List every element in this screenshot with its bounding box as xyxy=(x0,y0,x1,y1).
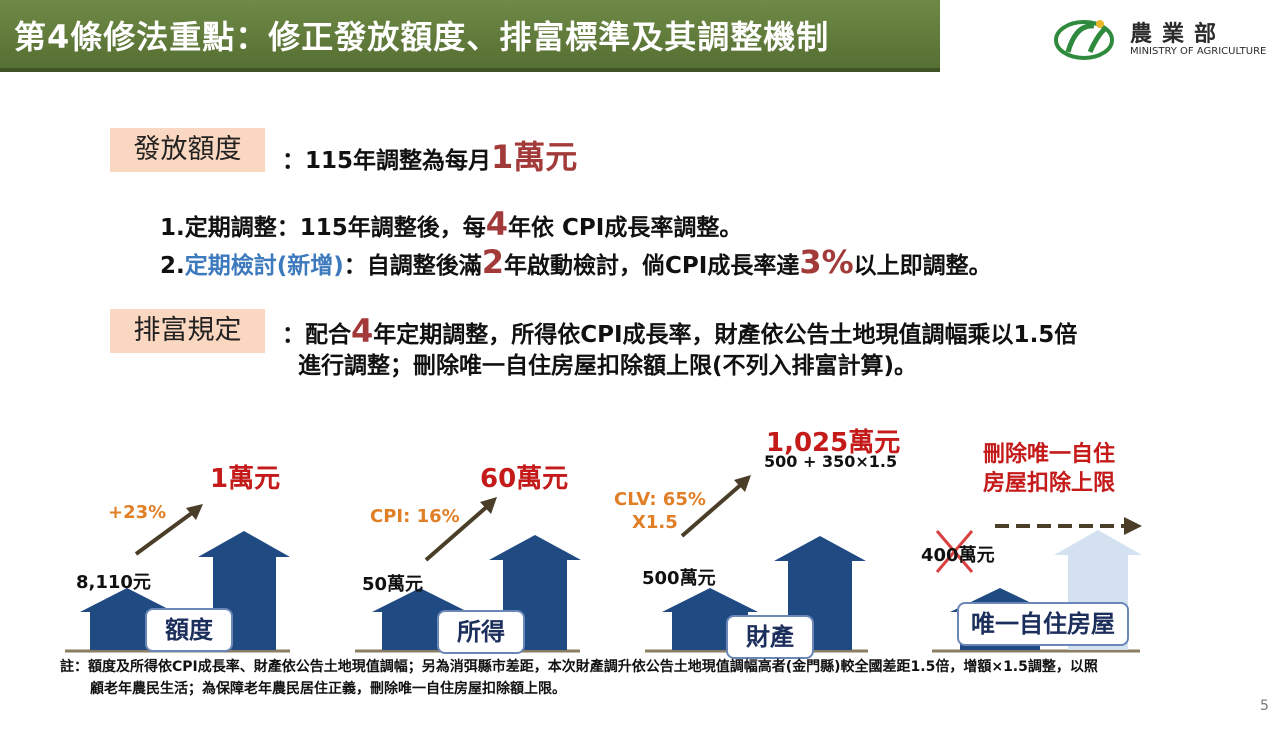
item-periodic-review: 2.定期檢討(新增)：自調整後滿2年啟動檢討，倘CPI成長率達3%以上即調整。 xyxy=(160,243,992,281)
result-value-label: 1萬元 xyxy=(210,464,281,494)
item-text: ：115年調整後，每 xyxy=(276,215,486,241)
item-label-new: 定期檢討(新增) xyxy=(184,253,344,279)
amount-tag: 發放額度 xyxy=(110,128,265,172)
item-text: 以上即調整。 xyxy=(853,253,992,279)
item-text: 年啟動檢討，倘CPI成長率達 xyxy=(504,253,800,279)
item-highlight: 3% xyxy=(799,243,854,281)
wealth-tag: 排富規定 xyxy=(110,309,265,353)
item-text: 年依 CPI成長率調整。 xyxy=(508,215,743,241)
delete-cross-icon xyxy=(935,530,974,573)
result-note-line1: 刪除唯一自住 xyxy=(983,442,1116,467)
ministry-logo: 農業部 MINISTRY OF AGRICULTURE xyxy=(1054,14,1269,64)
rate-label: +23% xyxy=(108,502,167,523)
multiplier-label: X1.5 xyxy=(632,512,678,533)
page-number: 5 xyxy=(1260,698,1269,714)
item-periodic-adjustment: 1.定期調整：115年調整後，每4年依 CPI成長率調整。 xyxy=(160,205,742,243)
base-value-label-struck: 400萬元 xyxy=(921,545,995,566)
dashed-arrow-icon xyxy=(1124,517,1142,535)
amount-statement: ：115年調整為每月1萬元 xyxy=(282,132,577,178)
caption-residence: 唯一自住房屋 xyxy=(957,602,1129,646)
growth-arrow-icon xyxy=(480,497,497,514)
ministry-name-cn: 農業部 xyxy=(1130,22,1227,47)
result-value-label: 1,025萬元 xyxy=(766,428,901,458)
item-number: 2. xyxy=(160,253,185,279)
amount-highlight: 1萬元 xyxy=(491,138,578,176)
footnote: 註：額度及所得依CPI成長率、財產依公告土地現值調幅；另為消弭縣市差距，本次財產… xyxy=(60,656,1260,700)
page-title: 第4條修法重點：修正發放額度、排富標準及其調整機制 xyxy=(14,18,830,56)
caption-income: 所得 xyxy=(437,610,525,654)
growth-arrow-icon xyxy=(734,475,751,492)
rate-label: CLV: 65% xyxy=(614,489,706,510)
base-value-label: 8,110元 xyxy=(76,572,151,593)
base-value-label: 50萬元 xyxy=(362,574,424,595)
amount-text: ：115年調整為每月 xyxy=(282,148,492,174)
wealth-statement-line2: 進行調整；刪除唯一自住房屋扣除額上限(不列入排富計算)。 xyxy=(298,353,918,379)
wealth-text: 年定期調整，所得依CPI成長率，財產依公告土地現值調幅乘以1.5倍 xyxy=(373,322,1078,348)
rate-label: CPI: 16% xyxy=(370,506,460,527)
wealth-statement: ：配合4年定期調整，所得依CPI成長率，財產依公告土地現值調幅乘以1.5倍 xyxy=(282,312,1077,350)
title-bar xyxy=(0,0,940,68)
footnote-line1: 註：額度及所得依CPI成長率、財產依公告土地現值調幅；另為消弭縣市差距，本次財產… xyxy=(60,659,1098,675)
item-label: 定期調整 xyxy=(184,215,277,241)
item-text: ：自調整後滿 xyxy=(343,253,482,279)
item-highlight: 4 xyxy=(485,205,509,243)
ministry-name-en: MINISTRY OF AGRICULTURE xyxy=(1130,46,1267,57)
ministry-of-agriculture-emblem-icon xyxy=(1054,20,1114,60)
result-value-label: 60萬元 xyxy=(480,464,569,494)
item-highlight: 2 xyxy=(481,243,505,281)
base-value-label: 500萬元 xyxy=(642,568,716,589)
wealth-highlight: 4 xyxy=(351,312,374,350)
wealth-text: ：配合 xyxy=(282,322,351,348)
caption-amount: 額度 xyxy=(145,608,233,652)
formula-label: 500 + 350×1.5 xyxy=(764,452,898,471)
growth-arrow-icon xyxy=(186,504,203,520)
title-underline xyxy=(0,68,940,72)
result-note-line2: 房屋扣除上限 xyxy=(983,471,1116,496)
footnote-line2: 顧老年農民生活；為保障老年農民居住正義，刪除唯一自住房屋扣除額上限。 xyxy=(90,681,566,697)
caption-property: 財產 xyxy=(726,615,814,659)
item-number: 1. xyxy=(160,215,185,241)
